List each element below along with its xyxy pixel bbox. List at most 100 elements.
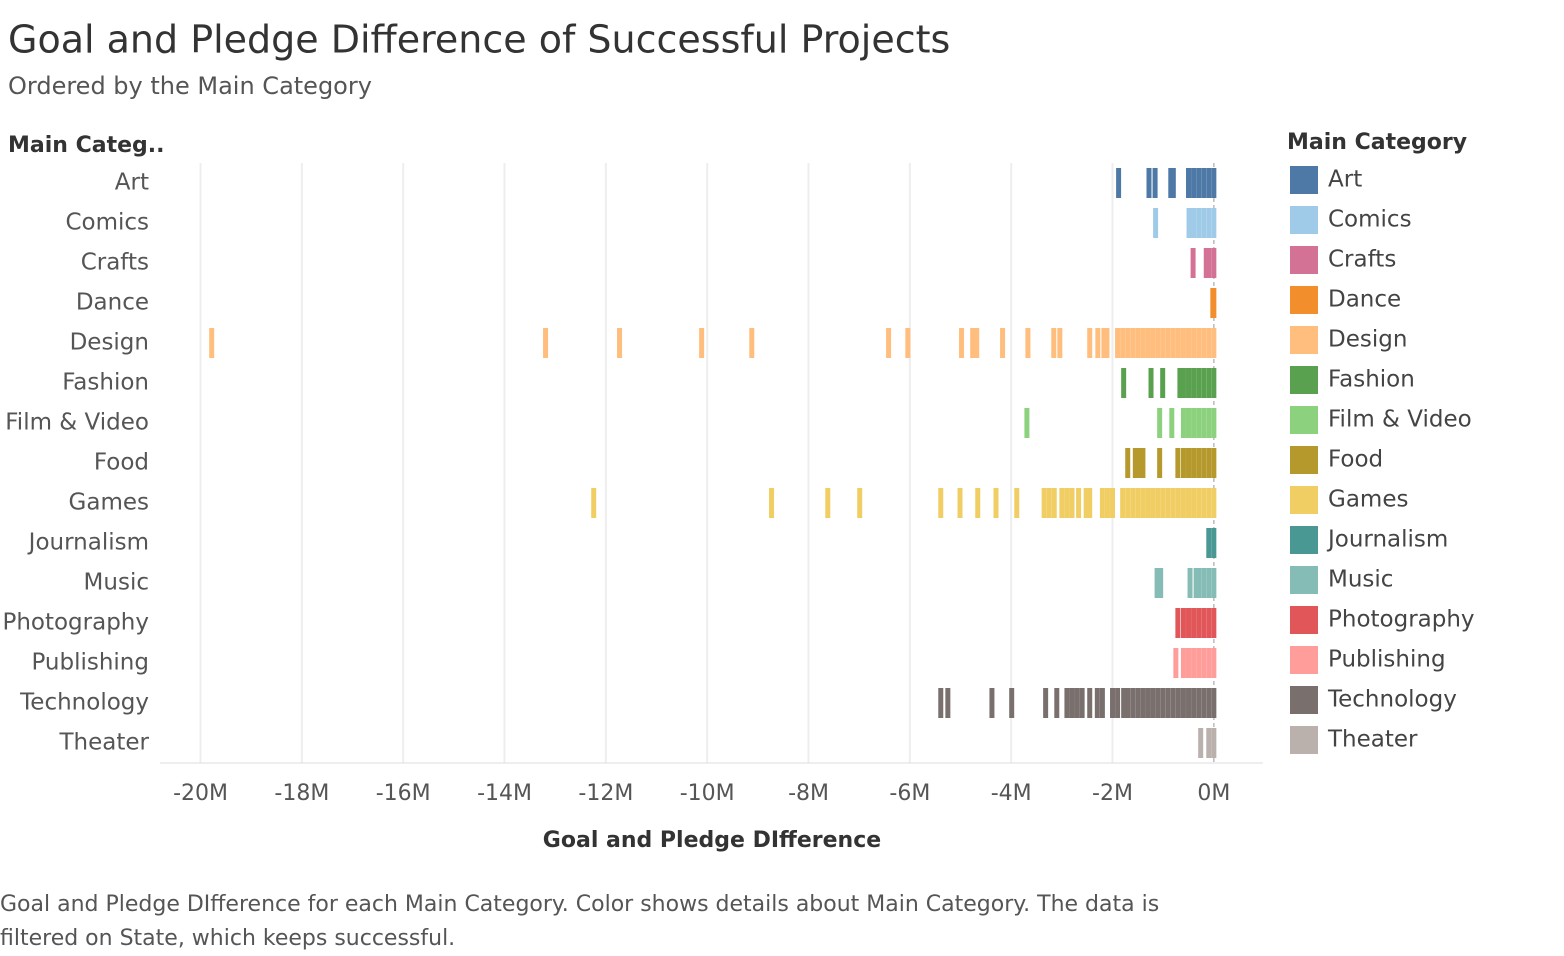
tick-mark: [1135, 328, 1141, 358]
tick-mark: [1135, 448, 1141, 478]
legend-swatch: [1290, 606, 1318, 634]
x-tick-label: -18M: [274, 781, 329, 806]
tick-mark: [1173, 648, 1179, 678]
tick-mark: [1196, 568, 1202, 598]
tick-mark: [1186, 648, 1192, 678]
tick-mark: [1211, 728, 1217, 758]
tick-mark: [1180, 328, 1186, 358]
tick-mark: [1201, 168, 1207, 198]
legend-label: Publishing: [1328, 647, 1446, 673]
y-tick-label: Music: [84, 570, 149, 596]
tick-mark: [1150, 328, 1156, 358]
tick-mark: [1130, 688, 1136, 718]
legend-label: Design: [1328, 327, 1407, 353]
tick-mark: [1009, 688, 1015, 718]
tick-mark: [1196, 408, 1202, 438]
tick-mark: [1180, 488, 1186, 518]
tick-mark: [1137, 448, 1143, 478]
y-tick-label: Design: [70, 330, 149, 356]
tick-mark: [699, 328, 705, 358]
legend-swatch: [1290, 686, 1318, 714]
tick-mark: [993, 488, 999, 518]
tick-mark: [989, 688, 995, 718]
tick-mark: [1191, 408, 1197, 438]
tick-mark: [1155, 488, 1161, 518]
tick-mark: [1196, 448, 1202, 478]
tick-mark: [1211, 328, 1217, 358]
tick-mark: [1135, 688, 1141, 718]
x-tick-label: 0M: [1197, 781, 1230, 806]
tick-mark: [1180, 408, 1186, 438]
tick-mark: [1211, 608, 1217, 638]
tick-mark: [1203, 248, 1209, 278]
tick-mark: [1201, 568, 1207, 598]
tick-mark: [1104, 328, 1110, 358]
tick-mark: [591, 488, 597, 518]
legend-label: Fashion: [1328, 367, 1415, 393]
legend-label: Food: [1328, 447, 1383, 473]
tick-mark: [1196, 208, 1202, 238]
tick-mark: [1211, 208, 1217, 238]
y-tick-label: Publishing: [31, 650, 149, 676]
tick-mark: [1064, 688, 1070, 718]
y-header: Main Categ..: [8, 133, 165, 158]
tick-mark: [1201, 648, 1207, 678]
legend-swatch: [1290, 526, 1318, 554]
tick-mark: [1135, 488, 1141, 518]
tick-mark: [1201, 408, 1207, 438]
tick-mark: [975, 488, 981, 518]
tick-mark: [1076, 488, 1082, 518]
tick-mark: [1177, 368, 1183, 398]
tick-mark: [1115, 688, 1121, 718]
legend-label: Theater: [1327, 727, 1418, 753]
tick-mark: [1193, 568, 1199, 598]
chart: Goal and Pledge Difference of Successful…: [2, 18, 1474, 854]
tick-mark: [1057, 328, 1063, 358]
tick-mark: [1206, 688, 1212, 718]
tick-mark: [1206, 568, 1212, 598]
tick-mark: [1025, 328, 1031, 358]
tick-mark: [1140, 328, 1146, 358]
legend-label: Games: [1328, 487, 1408, 513]
tick-mark: [1094, 688, 1100, 718]
tick-mark: [1110, 488, 1116, 518]
tick-mark: [1201, 368, 1207, 398]
tick-mark: [1175, 608, 1181, 638]
tick-mark: [938, 488, 944, 518]
legend-label: Film & Video: [1328, 407, 1472, 433]
tick-mark: [1206, 168, 1212, 198]
y-tick-label: Fashion: [62, 370, 149, 396]
tick-mark: [1121, 368, 1127, 398]
tick-mark: [1125, 328, 1131, 358]
tick-mark: [1201, 208, 1207, 238]
tick-mark: [1069, 688, 1075, 718]
tick-mark: [1014, 488, 1020, 518]
tick-mark: [1158, 568, 1164, 598]
tick-mark: [1150, 488, 1156, 518]
x-tick-label: -14M: [477, 781, 532, 806]
legend-swatch: [1290, 366, 1318, 394]
tick-mark: [1196, 608, 1202, 638]
tick-mark: [1201, 448, 1207, 478]
legend-swatch: [1290, 566, 1318, 594]
tick-mark: [1191, 208, 1197, 238]
tick-mark: [1104, 488, 1110, 518]
tick-mark: [1099, 488, 1105, 518]
tick-mark: [769, 488, 775, 518]
tick-mark: [1201, 688, 1207, 718]
tick-mark: [1186, 488, 1192, 518]
tick-mark: [1196, 368, 1202, 398]
tick-mark: [1157, 408, 1163, 438]
tick-mark: [905, 328, 911, 358]
tick-mark: [1125, 488, 1131, 518]
tick-mark: [938, 688, 944, 718]
tick-mark: [1132, 448, 1138, 478]
tick-mark: [1000, 328, 1006, 358]
tick-mark: [1160, 688, 1166, 718]
tick-mark: [543, 328, 549, 358]
tick-mark: [1206, 728, 1212, 758]
y-tick-label: Technology: [19, 690, 149, 716]
tick-mark: [1201, 328, 1207, 358]
tick-mark: [1191, 688, 1197, 718]
tick-mark: [970, 328, 976, 358]
